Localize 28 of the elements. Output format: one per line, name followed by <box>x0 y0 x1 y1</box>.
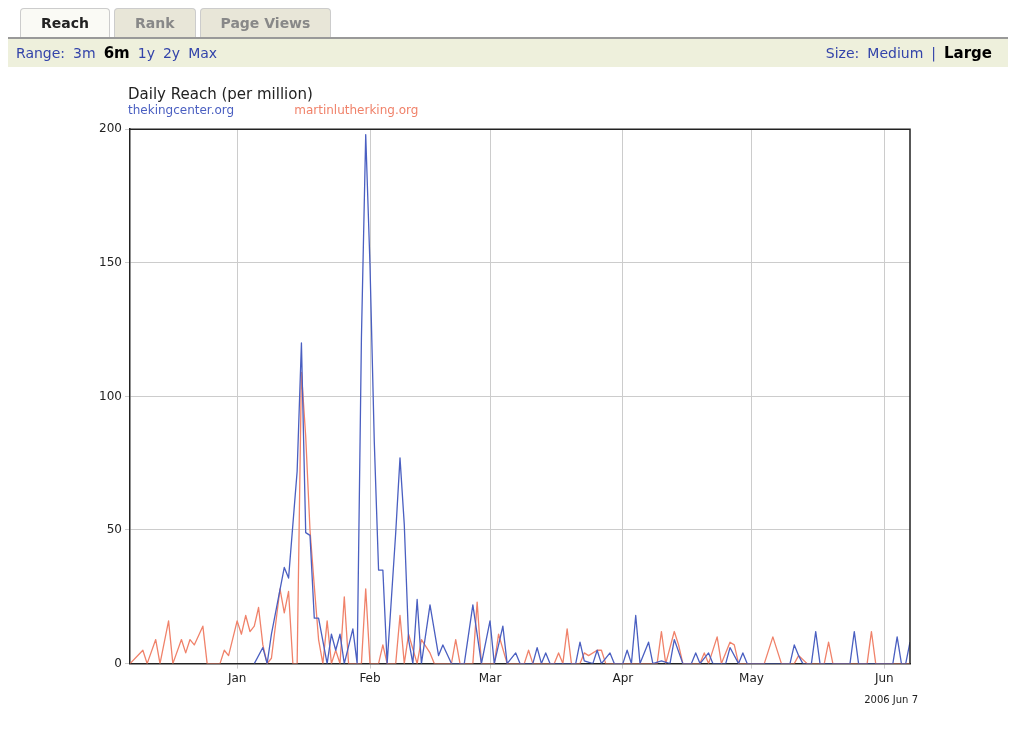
text: thekingcenter.org <box>128 103 235 117</box>
x-tick-label: Mar <box>478 670 502 685</box>
x-tick-label: Jan <box>226 670 247 685</box>
text: 2006 Jun 7 <box>864 694 918 705</box>
text: Medium <box>867 45 924 61</box>
y-tick-label: 0 <box>114 655 122 670</box>
y-tick-label: 150 <box>99 254 122 269</box>
y-tick-label: 100 <box>99 388 122 403</box>
text: Size: <box>825 45 860 61</box>
text: Rank <box>114 8 196 37</box>
text: Max <box>188 45 218 61</box>
text: Range: <box>16 45 66 61</box>
text: martinlutherking.org <box>294 103 419 117</box>
text: Large <box>944 44 992 62</box>
text: 3m <box>73 45 96 61</box>
y-tick-label: 200 <box>99 121 122 136</box>
chart-title: Daily Reach (per million) <box>128 85 314 103</box>
text: 1y <box>137 45 155 61</box>
x-tick-label: Feb <box>359 670 381 685</box>
text: | <box>931 45 936 61</box>
y-tick-label: 50 <box>106 522 122 537</box>
x-tick-label: May <box>739 670 764 685</box>
text: 6m <box>103 44 130 62</box>
text: Page Views <box>199 8 332 37</box>
x-tick-label: Jun <box>873 670 894 685</box>
x-tick-label: Apr <box>612 670 634 685</box>
text: 2y <box>162 45 181 61</box>
text: Reach <box>20 8 110 37</box>
